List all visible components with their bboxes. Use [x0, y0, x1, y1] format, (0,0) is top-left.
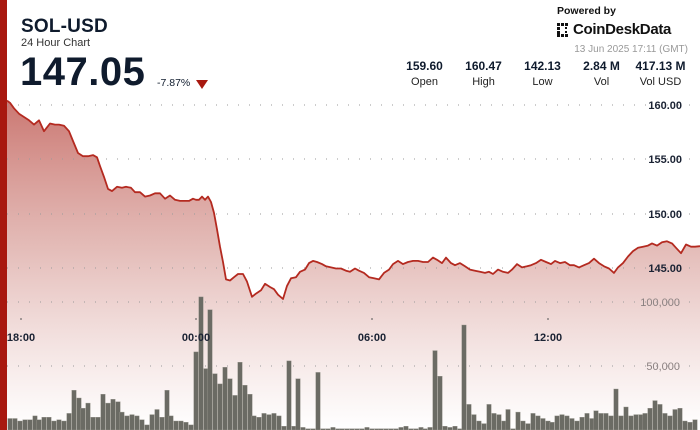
coindesk-logo-icon — [557, 22, 568, 37]
svg-text:50,000: 50,000 — [646, 361, 680, 373]
svg-text:00:00: 00:00 — [182, 332, 210, 344]
price-area — [7, 100, 700, 430]
accent-bar — [0, 0, 7, 430]
current-price: 147.05 — [20, 50, 146, 94]
svg-text:18:00: 18:00 — [7, 332, 35, 344]
brand-logo: CoinDeskData — [557, 21, 671, 38]
volume-bars — [7, 296, 698, 430]
svg-text:150.00: 150.00 — [648, 209, 682, 221]
svg-text:100,000: 100,000 — [640, 297, 680, 309]
stat-value: 160.47 — [465, 59, 502, 73]
stat-value: 2.84 M — [583, 59, 620, 73]
axis-labels: 145.00 150.00 155.00 160.00 50,000 100,000 18:… — [7, 100, 682, 373]
stat-vol-usd: 417.13 M Vol USD — [631, 59, 690, 88]
stat-value: 417.13 M — [635, 59, 686, 73]
price-change: -7.87% — [157, 77, 191, 89]
stat-label: Vol — [593, 76, 610, 88]
brand-name: CoinDeskData — [573, 21, 672, 38]
svg-text:155.00: 155.00 — [648, 154, 682, 166]
powered-by-label: Powered by — [557, 5, 616, 17]
svg-text:145.00: 145.00 — [648, 263, 682, 275]
price-line — [6, 99, 700, 300]
symbol-title: SOL-USD — [21, 16, 108, 37]
stat-low: 142.13 Low — [513, 59, 572, 88]
stat-value: 142.13 — [524, 59, 561, 73]
chart-subtitle: 24 Hour Chart — [21, 37, 91, 49]
stat-label: Low — [532, 76, 553, 88]
stat-label: Vol USD — [639, 76, 682, 88]
timestamp: 13 Jun 2025 17:11 (GMT) — [574, 44, 688, 55]
svg-text:06:00: 06:00 — [358, 332, 386, 344]
stat-value: 159.60 — [406, 59, 443, 73]
svg-text:160.00: 160.00 — [648, 100, 682, 112]
stat-high: 160.47 High — [454, 59, 513, 88]
stat-label: Open — [411, 76, 438, 88]
stat-vol: 2.84 M Vol — [572, 59, 631, 88]
stat-open: 159.60 Open — [395, 59, 454, 88]
svg-text:12:00: 12:00 — [534, 332, 562, 344]
down-arrow-icon — [196, 80, 208, 89]
stats-row: 159.60 Open 160.47 High 142.13 Low 2.84 … — [395, 59, 690, 88]
stat-label: High — [472, 76, 495, 88]
